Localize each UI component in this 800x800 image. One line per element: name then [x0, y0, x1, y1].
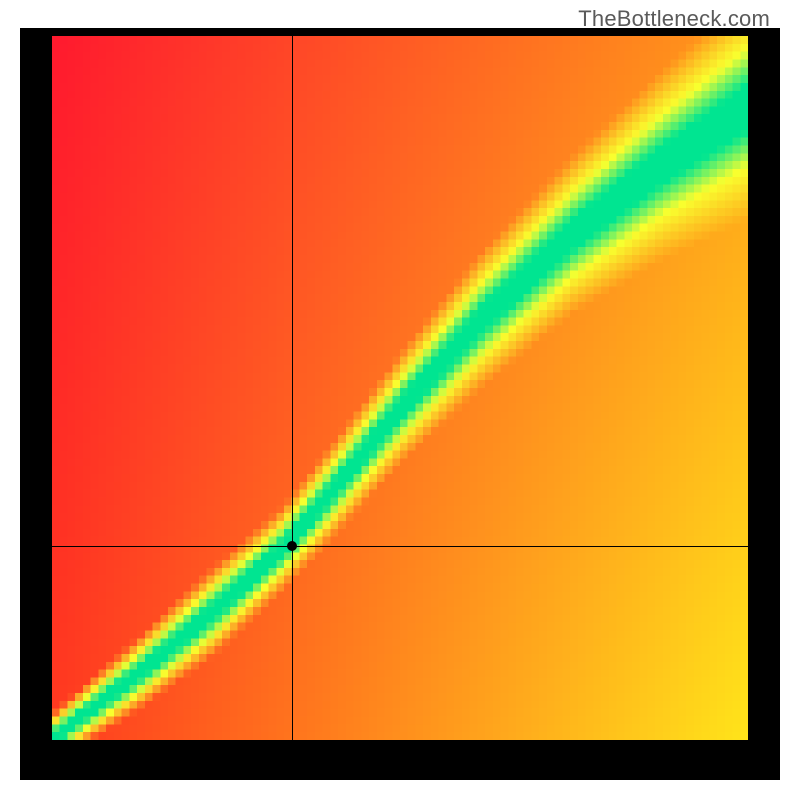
plot-frame — [20, 28, 780, 780]
watermark-text: TheBottleneck.com — [578, 6, 770, 32]
crosshair-vertical — [292, 36, 293, 740]
plot-area — [52, 36, 748, 740]
heatmap-canvas — [52, 36, 748, 740]
crosshair-horizontal — [52, 546, 748, 547]
crosshair-marker — [287, 541, 297, 551]
